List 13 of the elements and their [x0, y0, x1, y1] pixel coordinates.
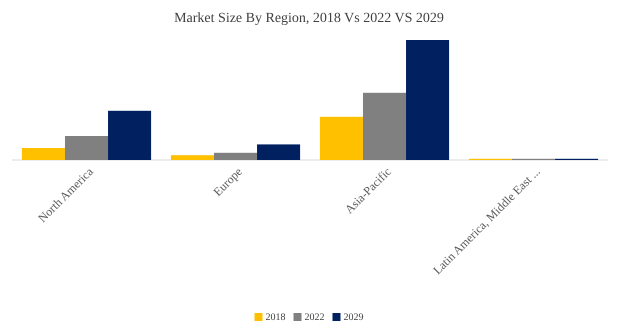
- bar: [22, 148, 65, 160]
- bar: [108, 110, 152, 160]
- legend-label: 2018: [266, 312, 286, 323]
- chart-title: Market Size By Region, 2018 Vs 2022 VS 2029: [174, 11, 444, 26]
- bar: [64, 136, 108, 160]
- legend-label: 2029: [344, 312, 364, 323]
- bar: [362, 92, 406, 160]
- bar: [406, 40, 450, 160]
- bar: [257, 144, 300, 160]
- bar: [214, 152, 258, 160]
- bar: [320, 116, 363, 160]
- bar: [170, 155, 214, 160]
- legend-label: 2022: [304, 312, 324, 323]
